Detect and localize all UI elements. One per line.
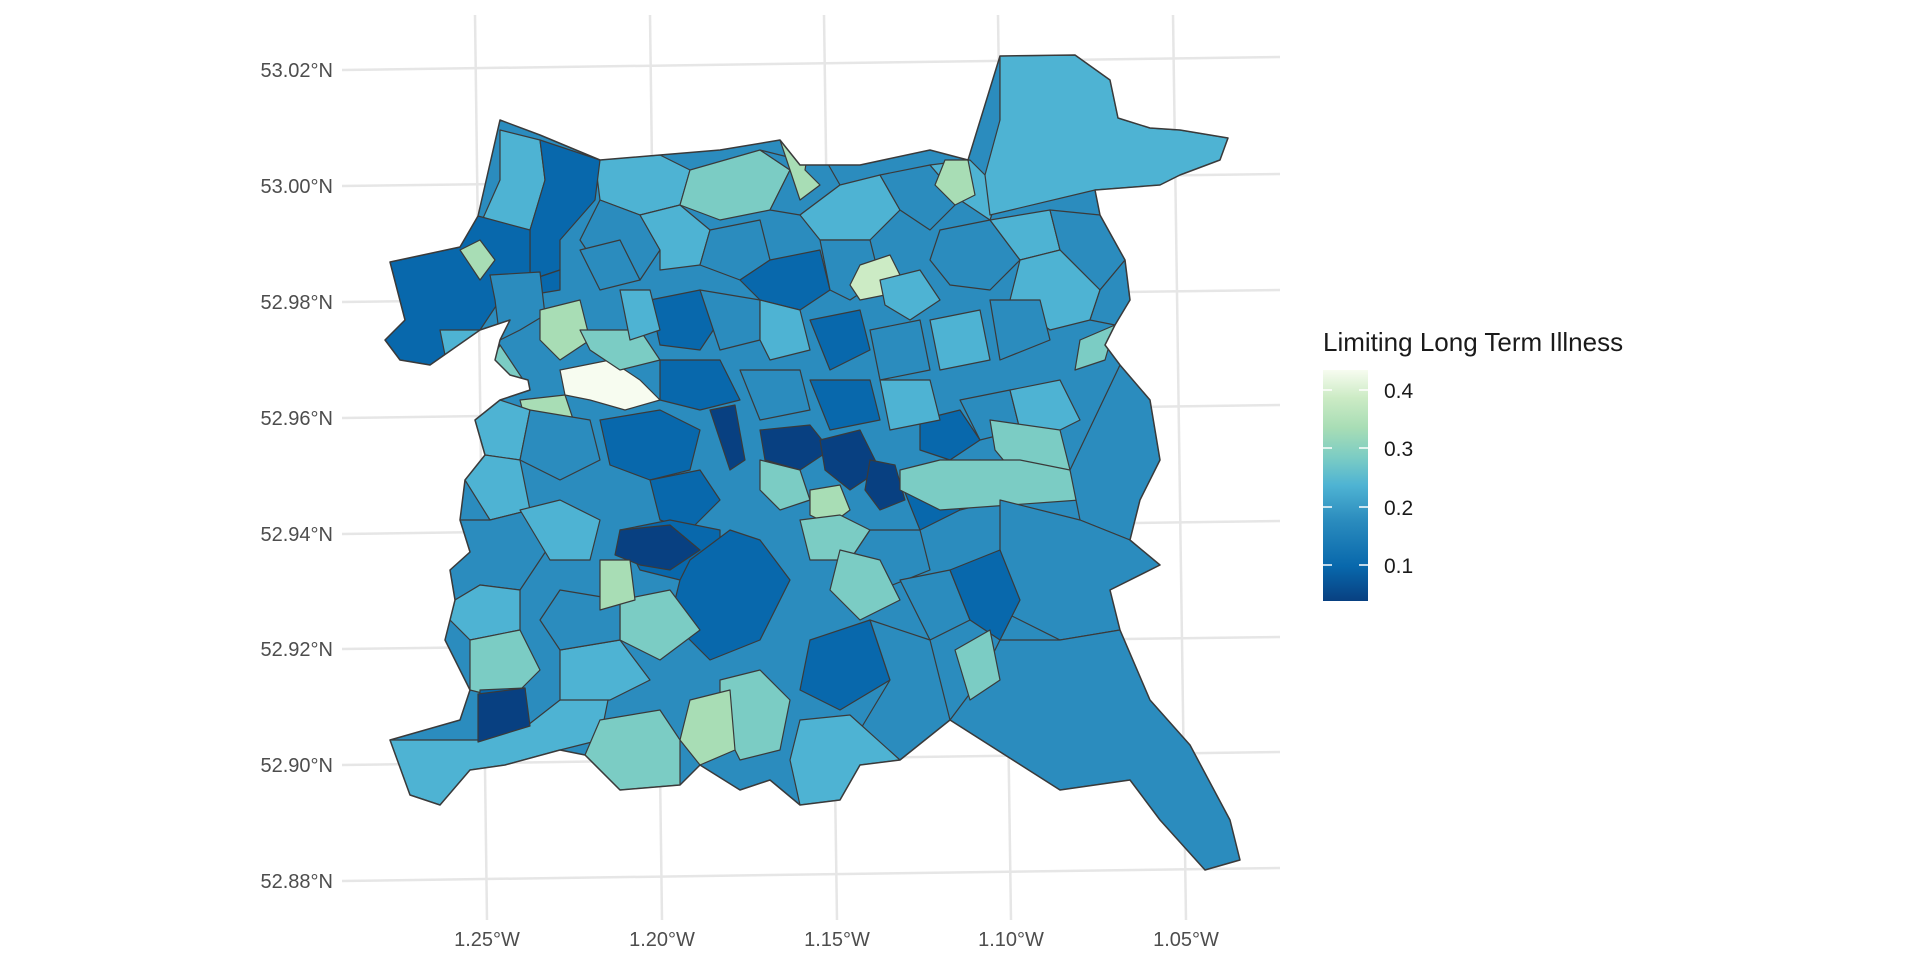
- y-tick-label: 52.88°N: [261, 871, 334, 893]
- legend-tick-label: 0.3: [1384, 438, 1413, 461]
- grid-line-lat: [341, 866, 1281, 883]
- region: [999, 499, 1161, 641]
- legend-tick-label: 0.2: [1384, 497, 1413, 520]
- region: [539, 299, 591, 361]
- y-tick-label: 52.94°N: [261, 524, 334, 546]
- region: [619, 289, 661, 341]
- map-regions: [384, 54, 1241, 871]
- region: [984, 55, 1229, 216]
- region: [614, 524, 701, 571]
- y-tick-label: 52.96°N: [261, 408, 334, 430]
- legend-tick-label: 0.4: [1384, 380, 1414, 403]
- legend-colorbar: [1323, 370, 1368, 601]
- region: [954, 629, 1001, 701]
- region: [469, 629, 541, 701]
- region: [989, 299, 1051, 361]
- x-tick-label: 1.25°W: [454, 929, 520, 951]
- y-tick-label: 52.90°N: [261, 755, 334, 777]
- legend-ticks: [1323, 389, 1368, 566]
- region: [659, 359, 741, 411]
- x-tick-label: 1.10°W: [978, 929, 1044, 951]
- y-tick-label: 53.02°N: [261, 60, 334, 82]
- x-tick-label: 1.20°W: [629, 929, 695, 951]
- region: [759, 424, 831, 471]
- region: [519, 499, 601, 561]
- region: [579, 239, 641, 291]
- region: [879, 269, 941, 321]
- region: [919, 409, 981, 461]
- region: [759, 299, 811, 361]
- region: [819, 429, 881, 491]
- region: [584, 709, 681, 791]
- y-tick-label: 52.92°N: [261, 639, 334, 661]
- region: [709, 404, 746, 471]
- legend: Limiting Long Term Illness 0.4 0.3 0.2 0…: [1323, 327, 1623, 601]
- region: [829, 549, 901, 621]
- region: [477, 687, 531, 743]
- x-axis: 1.25°W 1.20°W 1.15°W 1.10°W 1.05°W: [454, 929, 1219, 951]
- y-axis: 53.02°N 53.00°N 52.98°N 52.96°N 52.94°N …: [261, 60, 334, 893]
- region: [519, 409, 601, 481]
- region: [669, 529, 791, 661]
- city-boundary: [384, 54, 1241, 871]
- x-tick-label: 1.15°W: [804, 929, 870, 951]
- x-tick-label: 1.05°W: [1153, 929, 1219, 951]
- region: [934, 159, 976, 206]
- region: [869, 319, 931, 381]
- region: [949, 549, 1021, 641]
- y-tick-label: 53.00°N: [261, 176, 334, 198]
- region: [879, 379, 941, 431]
- region: [809, 309, 871, 371]
- region: [899, 459, 1081, 511]
- y-tick-label: 52.98°N: [261, 292, 334, 314]
- region: [929, 309, 991, 371]
- region: [809, 379, 881, 431]
- legend-title: Limiting Long Term Illness: [1323, 327, 1623, 357]
- region: [1074, 324, 1116, 371]
- region: [799, 619, 891, 711]
- region: [459, 239, 496, 281]
- region: [649, 289, 721, 351]
- region: [649, 469, 721, 531]
- legend-tick-label: 0.1: [1384, 555, 1413, 578]
- region: [864, 459, 906, 511]
- region: [739, 369, 811, 421]
- region: [759, 459, 811, 511]
- region: [679, 689, 736, 766]
- grid-line-lat: [341, 55, 1281, 72]
- region: [599, 559, 636, 611]
- region: [599, 409, 701, 481]
